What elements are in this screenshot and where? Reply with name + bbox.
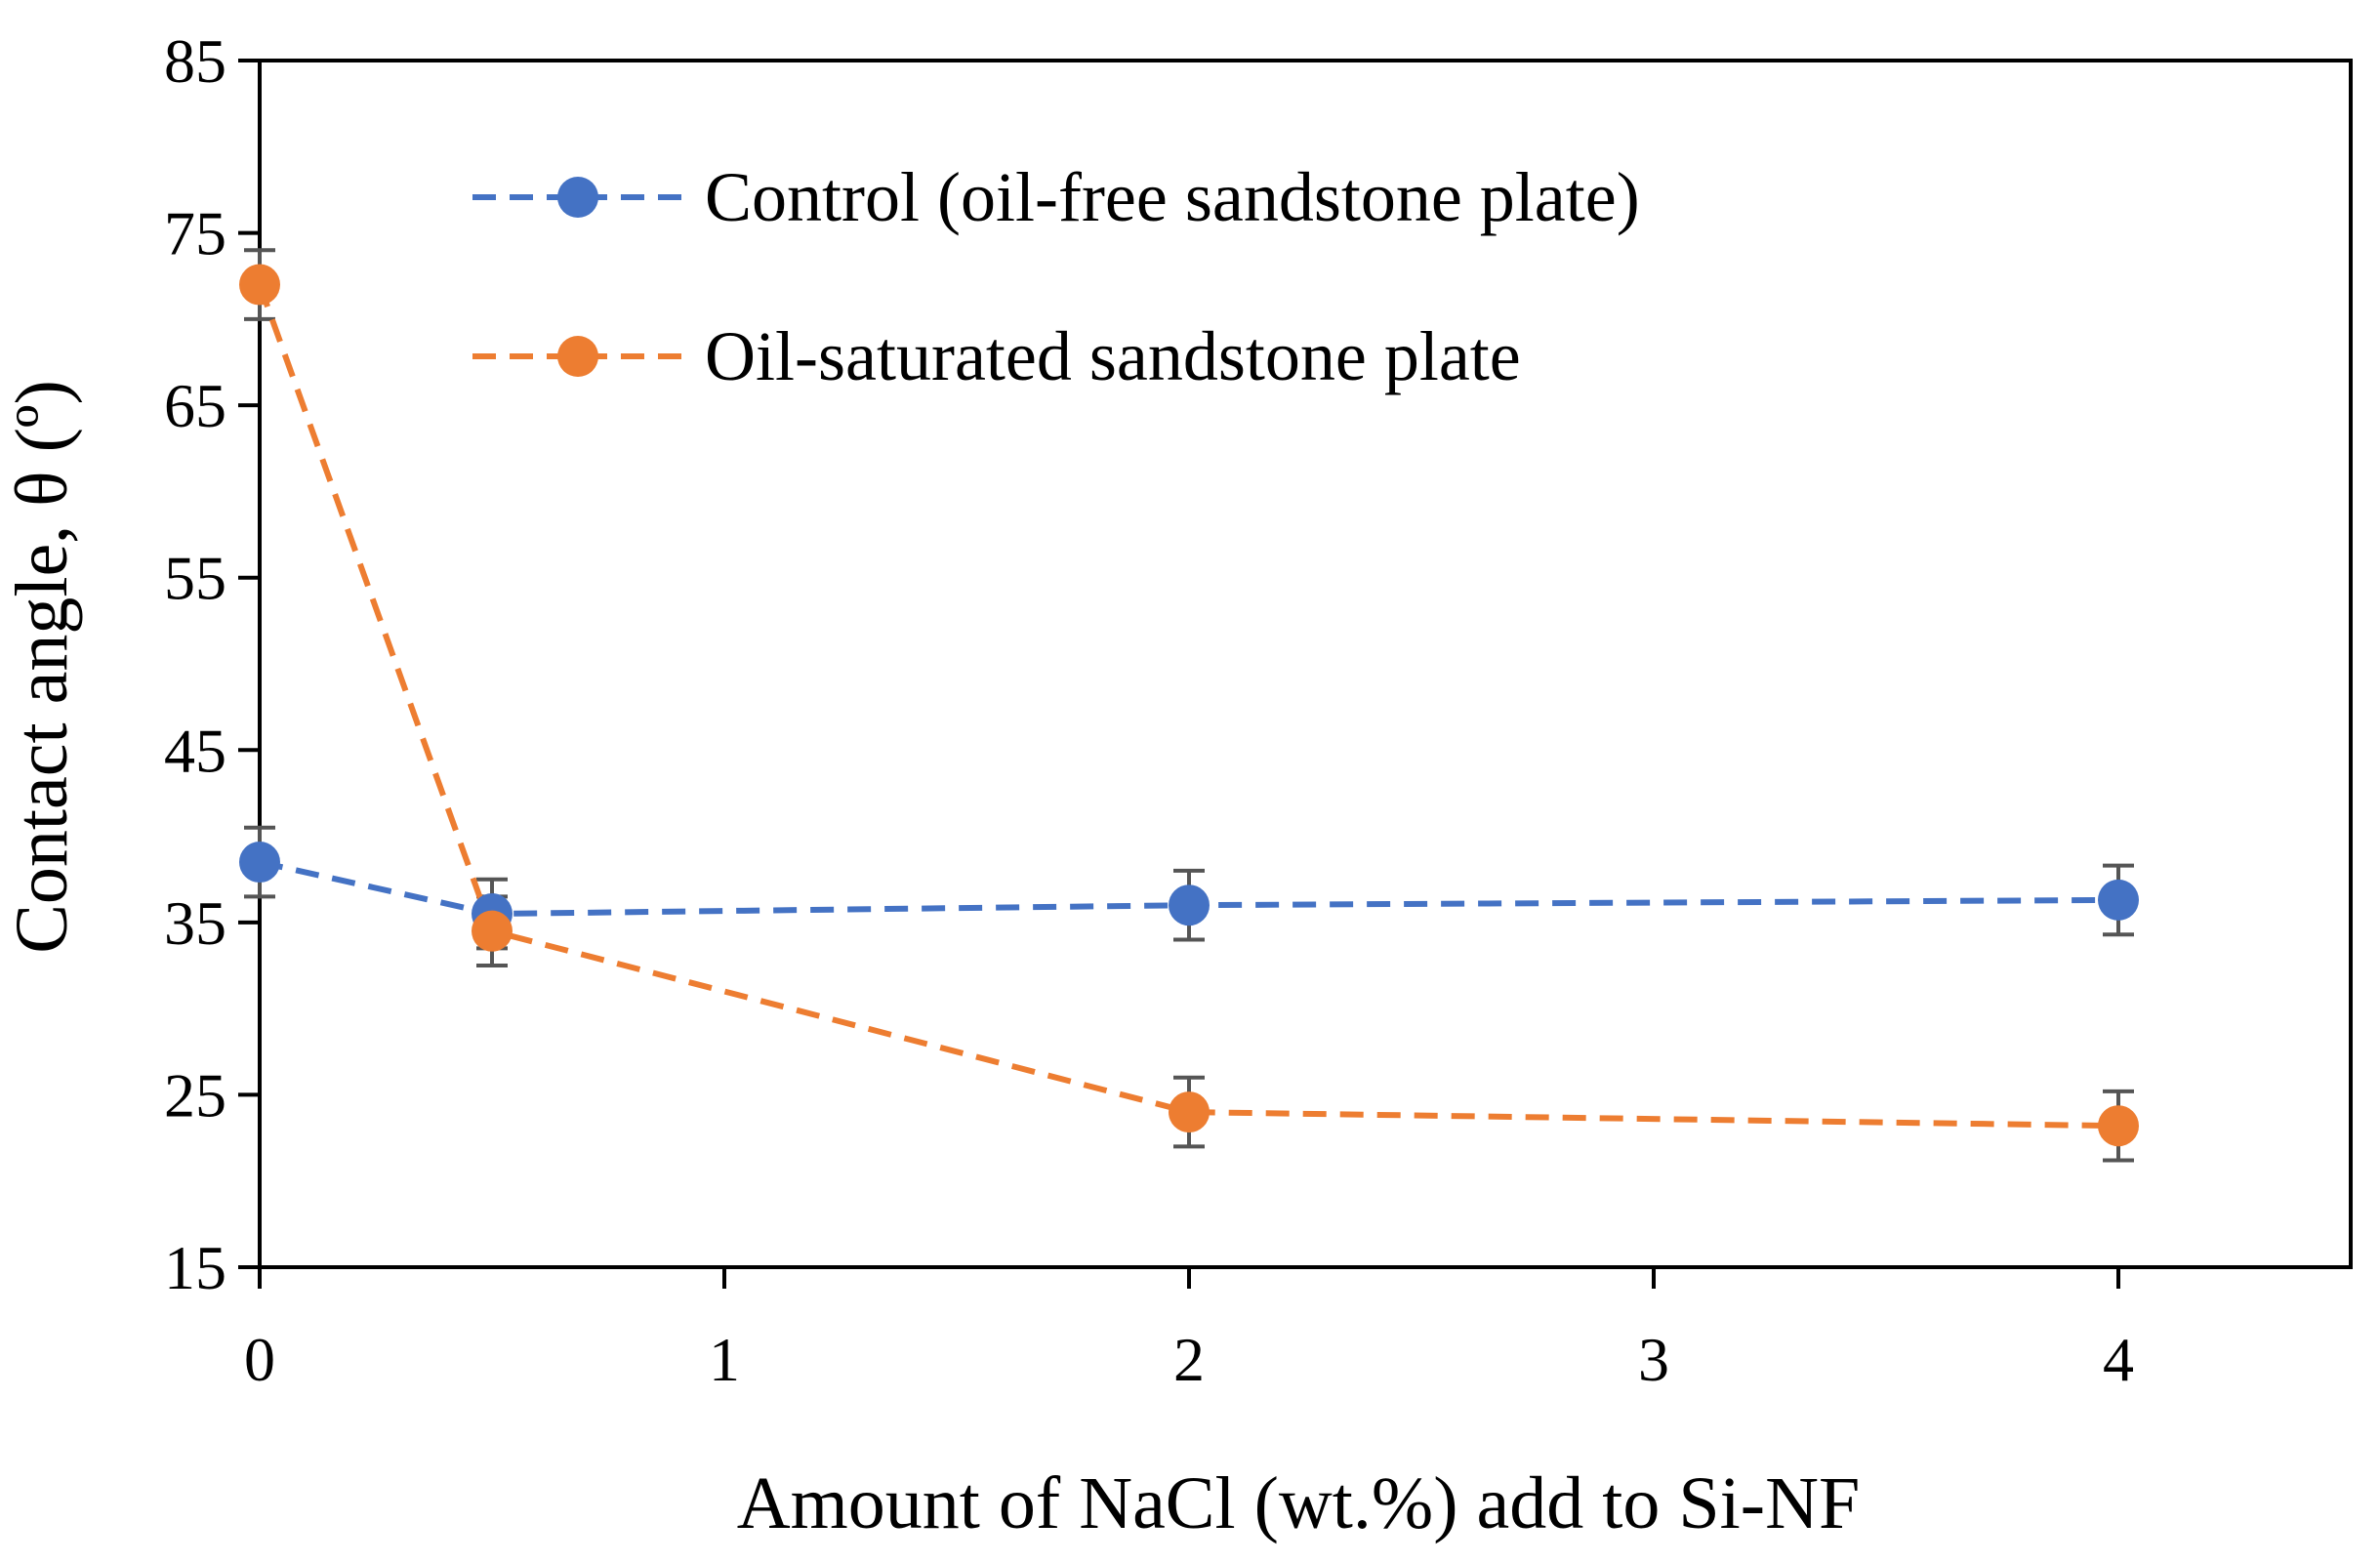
x-tick-label: 4 xyxy=(2103,1325,2134,1394)
series-line-1 xyxy=(259,859,2119,918)
y-tick-label: 35 xyxy=(164,888,226,958)
x-tick-label: 0 xyxy=(244,1325,275,1394)
series-2-point xyxy=(472,910,513,952)
y-axis-title: Contact angle, θ (º) xyxy=(1,380,83,954)
series-1-point xyxy=(1169,884,1210,926)
y-tick-label: 75 xyxy=(164,199,226,268)
series-1-point xyxy=(239,842,280,884)
legend-swatch-marker xyxy=(557,177,598,218)
series-lines xyxy=(257,283,2119,1130)
legend-entry-2: Oil-saturated sandstone plate xyxy=(472,317,1521,395)
y-tick-label: 45 xyxy=(164,716,226,785)
legend-label: Control (oil-free sandstone plate) xyxy=(705,158,1640,236)
series-2-point xyxy=(1169,1091,1210,1133)
legend-entry-1: Control (oil-free sandstone plate) xyxy=(472,158,1640,236)
series-2-point xyxy=(239,264,280,306)
x-tick-label: 2 xyxy=(1173,1325,1205,1394)
series-line-2 xyxy=(257,283,2119,1130)
x-axis-title: Amount of NaCl (wt.%) add to Si-NF xyxy=(737,1462,1860,1544)
y-tick-label: 65 xyxy=(164,371,226,440)
legend-swatch-marker xyxy=(557,336,598,377)
x-tick-label: 3 xyxy=(1638,1325,1669,1394)
series-markers xyxy=(239,264,2139,1147)
x-tick-label: 1 xyxy=(709,1325,740,1394)
series-1-point xyxy=(2098,879,2139,921)
plot-area-frame xyxy=(258,59,2353,1269)
y-tick-label: 25 xyxy=(164,1060,226,1130)
y-tick-label: 55 xyxy=(164,544,226,613)
y-tick-label: 15 xyxy=(164,1233,226,1302)
legend-label: Oil-saturated sandstone plate xyxy=(705,317,1521,395)
y-tick-label: 85 xyxy=(164,26,226,96)
series-2-point xyxy=(2098,1105,2139,1147)
